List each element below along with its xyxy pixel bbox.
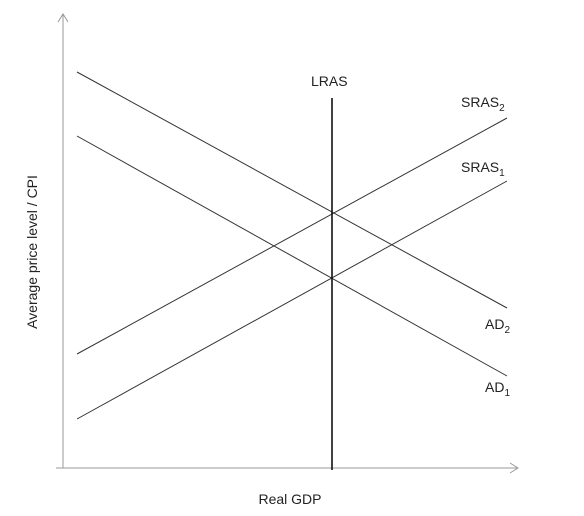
sras2-label-main: SRAS — [461, 94, 499, 110]
ad1-label-sub: 1 — [504, 388, 510, 399]
x-axis-label: Real GDP — [258, 491, 321, 507]
ad2-curve — [77, 72, 507, 308]
sras1-label-main: SRAS — [461, 159, 499, 175]
sras2-label-sub: 2 — [499, 103, 505, 114]
ad2-label-sub: 2 — [504, 325, 510, 336]
ad1-label-main: AD — [485, 379, 504, 395]
lras-label: LRAS — [311, 73, 348, 89]
sras2-label: SRAS2 — [461, 94, 505, 114]
y-axis-label: Average price level / CPI — [24, 175, 40, 329]
ad2-label-main: AD — [485, 316, 504, 332]
ad1-curve — [77, 136, 507, 376]
ad1-label: AD1 — [485, 379, 510, 399]
sras1-label: SRAS1 — [461, 159, 505, 179]
sras2-curve — [77, 118, 507, 354]
sras1-curve — [77, 181, 507, 419]
ad2-label: AD2 — [485, 316, 510, 336]
sras1-label-sub: 1 — [499, 168, 505, 179]
